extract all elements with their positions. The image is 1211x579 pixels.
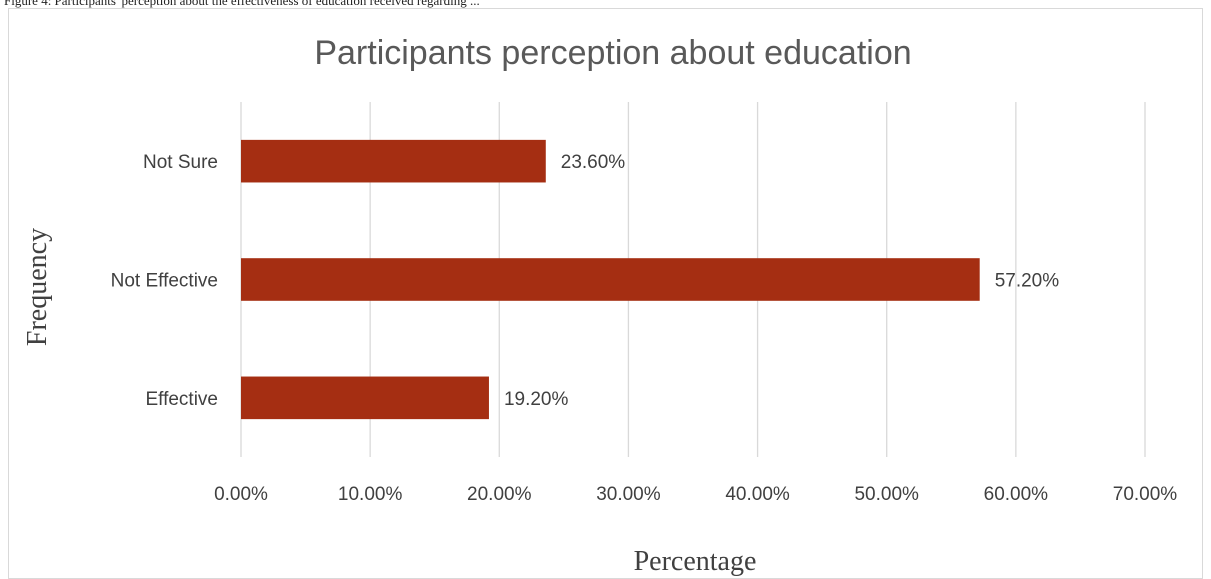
x-tick-label: 50.00% (854, 484, 919, 505)
category-label: Not Sure (143, 152, 218, 173)
chart-title: Participants perception about education (314, 34, 911, 72)
category-label: Not Effective (111, 271, 218, 292)
x-tick-labels: 0.00% 10.00% 20.00% 30.00% 40.00% 50.00% 60.00… (214, 484, 1177, 505)
y-axis-title: Frequency (22, 228, 53, 346)
data-label: 19.20% (504, 389, 569, 410)
bar (241, 139, 546, 183)
x-tick-label: 60.00% (984, 484, 1049, 505)
x-tick-label: 70.00% (1113, 484, 1178, 505)
category-labels: Not Sure Not Effective Effective (111, 152, 218, 410)
data-label: 57.20% (995, 271, 1060, 292)
x-tick-label: 0.00% (214, 484, 268, 505)
bar (241, 376, 489, 420)
x-tick-label: 20.00% (467, 484, 532, 505)
x-tick-label: 40.00% (725, 484, 790, 505)
category-label: Effective (145, 389, 218, 410)
data-label: 23.60% (561, 152, 626, 173)
x-tick-label: 30.00% (596, 484, 661, 505)
bars (241, 139, 980, 420)
figure-caption: Figure 4: Participants' perception about… (4, 0, 480, 8)
x-axis-title: Percentage (634, 546, 757, 577)
x-tick-label: 10.00% (338, 484, 403, 505)
data-labels: 23.60% 57.20% 19.20% (504, 152, 1059, 410)
bar (241, 258, 980, 301)
